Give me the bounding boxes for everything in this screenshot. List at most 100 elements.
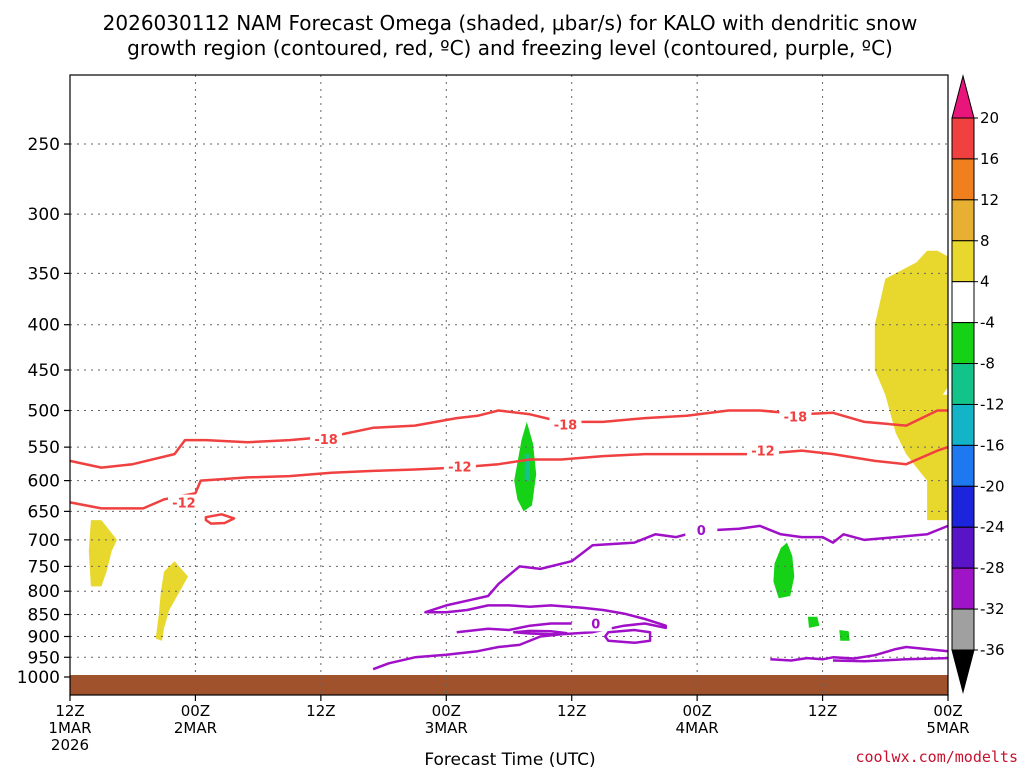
contour-label: -12 bbox=[448, 461, 472, 476]
x-tick-label: 12Z bbox=[55, 702, 84, 720]
x-tick-label: 2026 bbox=[51, 736, 89, 754]
y-tick-label: 300 bbox=[28, 205, 60, 225]
y-tick-label: 850 bbox=[28, 606, 60, 626]
colorbar-bin bbox=[951, 281, 975, 324]
omega-shaded-region bbox=[88, 520, 117, 587]
x-tick-label: 5MAR bbox=[926, 719, 969, 737]
contour-label-bg bbox=[579, 615, 612, 632]
contour-line bbox=[204, 513, 236, 525]
contour-line bbox=[770, 645, 949, 662]
colorbar-label: 20 bbox=[980, 109, 999, 127]
chart-title-line-1: 2026030112 NAM Forecast Omega (shaded, μ… bbox=[103, 11, 918, 35]
colorbar-label: -12 bbox=[980, 395, 1005, 413]
x-tick-label: 00Z bbox=[933, 702, 962, 720]
colorbar: 20 16 12 8 4 -4 -8 -12 -16 -20 -24 -28 -32 -36 bbox=[951, 74, 1005, 694]
credit-text: coolwx.com/modelts bbox=[855, 748, 1018, 766]
contour-line bbox=[69, 445, 949, 510]
contour-line bbox=[69, 409, 948, 469]
omega-shaded-region bbox=[839, 630, 850, 641]
colorbar-label: -28 bbox=[980, 559, 1005, 577]
colorbar-bottom-arrow bbox=[951, 649, 975, 694]
chart-title-line-2: growth region (contoured, red, ºC) and f… bbox=[127, 36, 893, 60]
x-tick-label: 12Z bbox=[808, 702, 837, 720]
contour-line bbox=[512, 629, 568, 636]
colorbar-bin bbox=[951, 403, 975, 446]
x-tick-label: 3MAR bbox=[425, 719, 468, 737]
colorbar-bin bbox=[951, 158, 975, 201]
contour-line bbox=[832, 656, 949, 663]
contour-line bbox=[456, 622, 572, 634]
y-tick-label: 650 bbox=[28, 502, 60, 522]
colorbar-bin bbox=[951, 526, 975, 569]
y-tick-label: 700 bbox=[28, 531, 60, 551]
colorbar-bin bbox=[951, 363, 975, 405]
contour-label: -18 bbox=[314, 433, 338, 448]
x-tick-label: 00Z bbox=[432, 702, 461, 720]
colorbar-bin bbox=[951, 485, 975, 528]
y-tick-label: 800 bbox=[28, 582, 60, 602]
contour-label-bg bbox=[549, 416, 582, 433]
colorbar-label: 8 bbox=[980, 232, 990, 250]
colorbar-label: -24 bbox=[980, 518, 1005, 536]
contour-label-bg bbox=[746, 442, 779, 459]
colorbar-label: -4 bbox=[980, 314, 995, 332]
colorbar-bin bbox=[951, 567, 975, 610]
colorbar-bin bbox=[951, 199, 975, 242]
colorbar-label: -8 bbox=[980, 355, 995, 373]
x-tick-label: 2MAR bbox=[174, 719, 217, 737]
contour-label-bg bbox=[310, 431, 343, 448]
colorbar-bin bbox=[951, 117, 975, 160]
omega-shaded-region bbox=[773, 542, 795, 599]
contour-label-bg bbox=[685, 521, 718, 538]
y-tick-label: 550 bbox=[28, 438, 60, 458]
y-tick-label: 750 bbox=[28, 557, 60, 577]
contour-label-bg bbox=[779, 408, 812, 425]
y-tick-label: 350 bbox=[28, 264, 60, 284]
colorbar-label: -36 bbox=[980, 641, 1005, 659]
y-tick-label: 500 bbox=[28, 402, 60, 422]
contour-label-bg bbox=[167, 494, 200, 511]
x-tick-label: 4MAR bbox=[676, 719, 719, 737]
colorbar-label: 16 bbox=[980, 150, 999, 168]
y-tick-label: 950 bbox=[28, 648, 60, 668]
contour-line bbox=[603, 628, 652, 645]
x-tick-label: 12Z bbox=[557, 702, 586, 720]
y-tick-label: 450 bbox=[28, 361, 60, 381]
x-tick-label: 1MAR bbox=[48, 719, 91, 737]
y-tick-label: 1000 bbox=[17, 668, 60, 688]
terrain-ground bbox=[70, 675, 948, 695]
contour-label: 0 bbox=[697, 524, 706, 539]
omega-shaded-region bbox=[807, 616, 820, 628]
y-tick-label: 900 bbox=[28, 627, 60, 647]
y-tick-label: 250 bbox=[28, 135, 60, 155]
colorbar-label: 12 bbox=[980, 191, 999, 209]
colorbar-label: -16 bbox=[980, 436, 1005, 454]
contour-label: 0 bbox=[591, 617, 600, 632]
x-tick-label: 12Z bbox=[306, 702, 335, 720]
omega-shaded-region bbox=[524, 454, 530, 481]
y-tick-label: 600 bbox=[28, 472, 60, 492]
y-tick-label: 400 bbox=[28, 316, 60, 336]
contour-label: -18 bbox=[784, 410, 808, 425]
colorbar-bin bbox=[951, 240, 975, 283]
colorbar-bin bbox=[951, 608, 975, 651]
contour-label-bg bbox=[443, 458, 476, 475]
x-tick-label: 00Z bbox=[682, 702, 711, 720]
colorbar-label: -20 bbox=[980, 477, 1005, 495]
colorbar-label: 4 bbox=[980, 273, 990, 291]
x-tick-label: 00Z bbox=[181, 702, 210, 720]
colorbar-bin bbox=[951, 444, 975, 487]
x-axis-label: Forecast Time (UTC) bbox=[424, 750, 595, 768]
contour-label: -18 bbox=[554, 419, 578, 434]
plot-area: -18 -18 -18 -12 -12 -12 0 0 bbox=[69, 74, 949, 696]
contour-label: -12 bbox=[172, 497, 196, 512]
colorbar-label: -32 bbox=[980, 600, 1005, 618]
y-axis: 2503003504004505005506006507007508008509… bbox=[17, 135, 70, 688]
plot-frame bbox=[69, 74, 949, 696]
omega-shaded-region bbox=[155, 561, 189, 641]
contour-label: -12 bbox=[751, 444, 775, 459]
colorbar-bin bbox=[951, 322, 975, 365]
